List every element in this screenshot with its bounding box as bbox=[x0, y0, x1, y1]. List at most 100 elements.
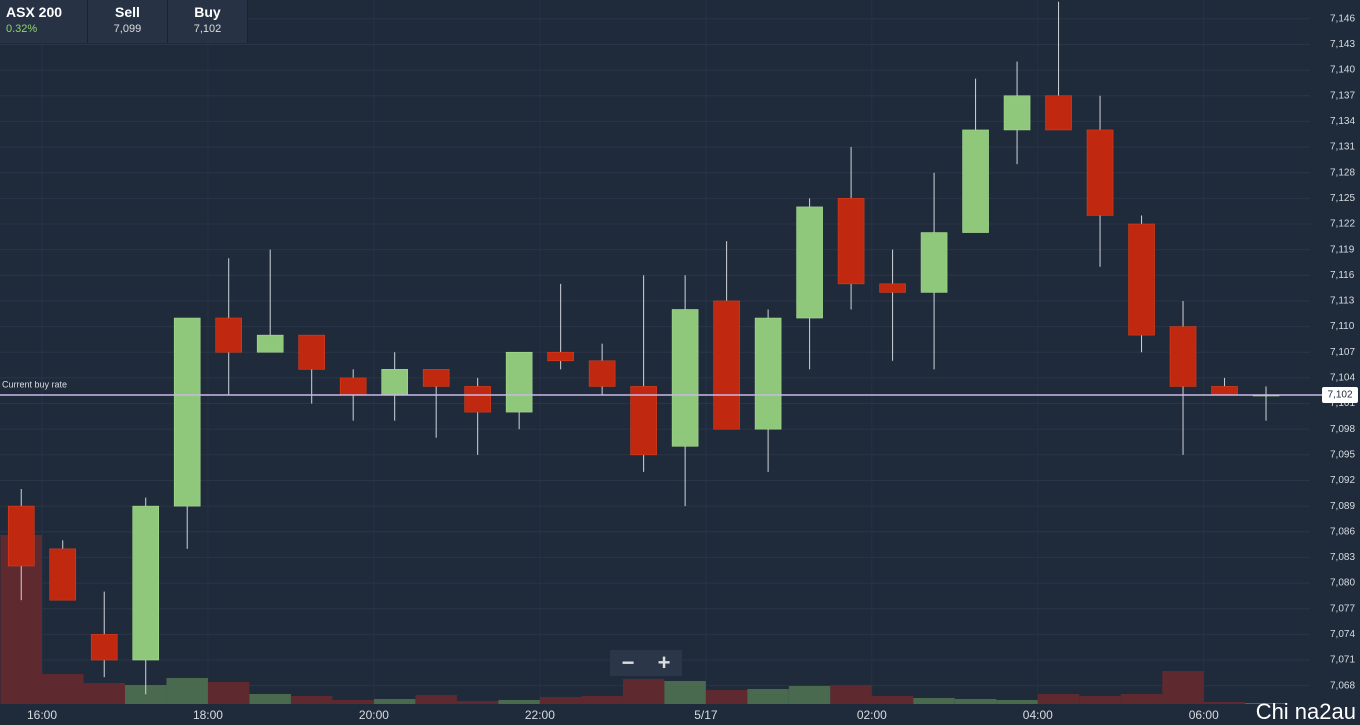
candle-body bbox=[962, 129, 989, 233]
x-tick-label: 5/17 bbox=[694, 708, 718, 722]
x-tick-label: 20:00 bbox=[359, 708, 389, 722]
candle-body bbox=[1086, 129, 1114, 216]
y-tick-label: 7,086 bbox=[1330, 526, 1355, 537]
y-tick-label: 7,137 bbox=[1330, 90, 1355, 101]
y-tick-label: 7,098 bbox=[1330, 424, 1355, 435]
volume-bar bbox=[207, 682, 250, 704]
instrument-name: ASX 200 bbox=[6, 4, 63, 20]
zoom-controls: − + bbox=[610, 650, 682, 676]
y-tick-label: 7,083 bbox=[1330, 552, 1355, 563]
volume-bar bbox=[124, 685, 167, 704]
candle-body bbox=[422, 369, 450, 387]
volume-bar bbox=[83, 683, 125, 704]
zoom-in-button[interactable]: + bbox=[657, 650, 671, 675]
candle-body bbox=[1003, 95, 1031, 131]
volume-bar bbox=[539, 697, 582, 704]
volume-bar bbox=[1203, 702, 1246, 704]
x-tick-label: 06:00 bbox=[1189, 708, 1219, 722]
volume-bar bbox=[705, 690, 748, 704]
candle-body bbox=[1169, 326, 1197, 387]
volume-bar bbox=[747, 689, 789, 704]
candle-body bbox=[132, 505, 160, 661]
buy-cell[interactable]: Buy 7,102 bbox=[168, 0, 248, 43]
y-tick-label: 7,107 bbox=[1330, 347, 1355, 358]
volume-bar bbox=[41, 674, 84, 704]
y-tick-label: 7,071 bbox=[1330, 655, 1355, 666]
y-tick-label: 7,068 bbox=[1330, 680, 1355, 691]
current-rate-value: 7,102 bbox=[1327, 390, 1352, 401]
x-tick-label: 18:00 bbox=[193, 708, 223, 722]
volume-bar bbox=[249, 694, 291, 704]
candle-body bbox=[381, 369, 408, 396]
y-tick-label: 7,113 bbox=[1330, 296, 1355, 307]
y-tick-label: 7,140 bbox=[1330, 65, 1355, 76]
candle-body bbox=[671, 309, 699, 447]
volume-bar bbox=[415, 695, 457, 704]
volume-bar bbox=[1245, 703, 1287, 704]
candle-body bbox=[547, 351, 574, 362]
volume-bar bbox=[290, 696, 333, 704]
candle-body bbox=[173, 317, 201, 507]
y-tick-label: 7,077 bbox=[1330, 603, 1355, 614]
candle-body bbox=[630, 386, 657, 456]
x-tick-label: 22:00 bbox=[525, 708, 555, 722]
candle-body bbox=[1128, 223, 1155, 336]
volume-bar bbox=[830, 685, 872, 704]
x-tick-label: 02:00 bbox=[857, 708, 887, 722]
current-rate-badge bbox=[1322, 386, 1358, 403]
volume-bar bbox=[1120, 694, 1163, 704]
candle-body bbox=[837, 198, 865, 285]
candle-body bbox=[215, 317, 243, 353]
candle-body bbox=[588, 360, 616, 387]
volume-bar bbox=[498, 700, 540, 704]
candle-body bbox=[298, 334, 325, 370]
candle-body bbox=[90, 634, 118, 661]
volume-bar bbox=[954, 699, 997, 704]
volume-bar bbox=[456, 701, 499, 704]
y-tick-label: 7,146 bbox=[1330, 13, 1355, 24]
zoom-out-button[interactable]: − bbox=[621, 650, 635, 675]
current-rate-label: Current buy rate bbox=[2, 379, 67, 389]
buy-label: Buy bbox=[194, 4, 221, 20]
volume-bar bbox=[913, 698, 955, 704]
y-tick-label: 7,080 bbox=[1330, 578, 1355, 589]
y-tick-label: 7,095 bbox=[1330, 449, 1355, 460]
volume-bar bbox=[996, 700, 1038, 704]
candle-body bbox=[754, 317, 782, 430]
y-tick-label: 7,122 bbox=[1330, 219, 1355, 230]
candle-body bbox=[49, 548, 77, 601]
sell-cell[interactable]: Sell 7,099 bbox=[88, 0, 168, 43]
sell-value: 7,099 bbox=[113, 23, 142, 35]
y-tick-label: 7,101 bbox=[1330, 398, 1355, 409]
candle-body bbox=[339, 377, 367, 396]
candle-body bbox=[1211, 386, 1238, 396]
y-tick-label: 7,074 bbox=[1330, 629, 1355, 640]
volume-bar bbox=[581, 696, 623, 704]
volume-bar bbox=[788, 686, 831, 704]
instrument-cell: ASX 200 0.32% bbox=[0, 0, 88, 43]
volume-bar bbox=[622, 679, 665, 704]
candle-body bbox=[920, 232, 948, 293]
y-tick-label: 7,089 bbox=[1330, 501, 1355, 512]
instrument-header[interactable]: ASX 200 0.32% Sell 7,099 Buy 7,102 bbox=[0, 0, 248, 43]
y-tick-label: 7,128 bbox=[1330, 167, 1355, 178]
y-tick-label: 7,116 bbox=[1330, 270, 1355, 281]
volume-bar bbox=[1162, 671, 1204, 704]
y-tick-label: 7,134 bbox=[1330, 116, 1355, 127]
candle-body bbox=[464, 386, 491, 413]
y-tick-label: 7,092 bbox=[1330, 475, 1355, 486]
volume-bar bbox=[1079, 696, 1121, 704]
instrument-change: 0.32% bbox=[6, 23, 38, 35]
candle-body bbox=[713, 300, 740, 430]
y-tick-label: 7,125 bbox=[1330, 193, 1355, 204]
volume-bar bbox=[332, 700, 374, 704]
volume-bar bbox=[1037, 694, 1080, 704]
buy-value: 7,102 bbox=[193, 23, 222, 35]
volume-bar bbox=[373, 699, 416, 704]
candle-body bbox=[1045, 95, 1072, 131]
candle-body bbox=[7, 505, 35, 567]
volume-bar bbox=[871, 696, 914, 704]
y-tick-label: 7,131 bbox=[1330, 142, 1355, 153]
